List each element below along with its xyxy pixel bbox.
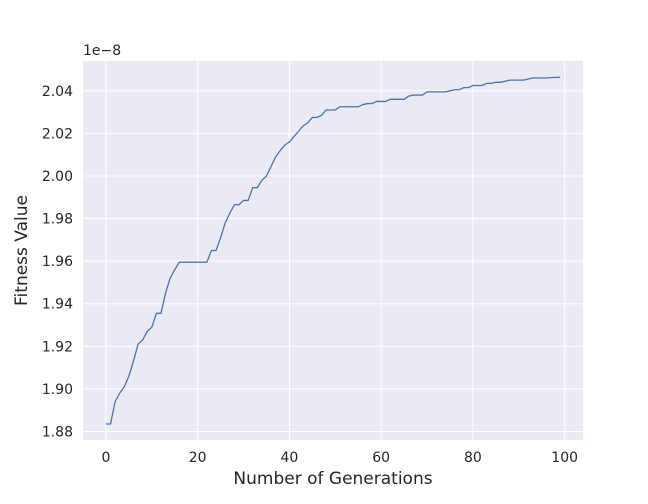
y-tick-label: 2.02 xyxy=(42,126,73,142)
plot-area xyxy=(83,61,583,440)
y-axis-offset-label: 1e−8 xyxy=(83,43,121,59)
grid xyxy=(83,61,583,440)
x-tick-label: 40 xyxy=(281,450,299,466)
x-tick-label: 20 xyxy=(189,450,207,466)
x-tick-label: 0 xyxy=(101,450,110,466)
x-tick-label: 80 xyxy=(464,450,482,466)
y-tick-label: 1.98 xyxy=(42,212,73,228)
y-tick-label: 1.92 xyxy=(42,339,73,355)
x-tick-label: 60 xyxy=(372,450,390,466)
y-axis-label: Fitness Value xyxy=(12,195,32,306)
x-tick-label: 100 xyxy=(551,450,578,466)
y-tick-label: 1.94 xyxy=(42,297,73,313)
y-tick-label: 1.96 xyxy=(42,254,73,270)
y-tick-label: 2.04 xyxy=(42,84,73,100)
fitness-series-line xyxy=(105,76,561,425)
y-tick-label: 1.90 xyxy=(42,382,73,398)
x-axis-ticks: 0 20 40 60 80 100 xyxy=(101,450,578,466)
y-tick-label: 2.00 xyxy=(42,169,73,185)
x-axis-label: Number of Generations xyxy=(233,469,432,489)
y-axis-ticks: 1.88 1.90 1.92 1.94 1.96 1.98 2.00 2.02 2.04 xyxy=(42,84,73,441)
y-tick-label: 1.88 xyxy=(42,424,73,440)
